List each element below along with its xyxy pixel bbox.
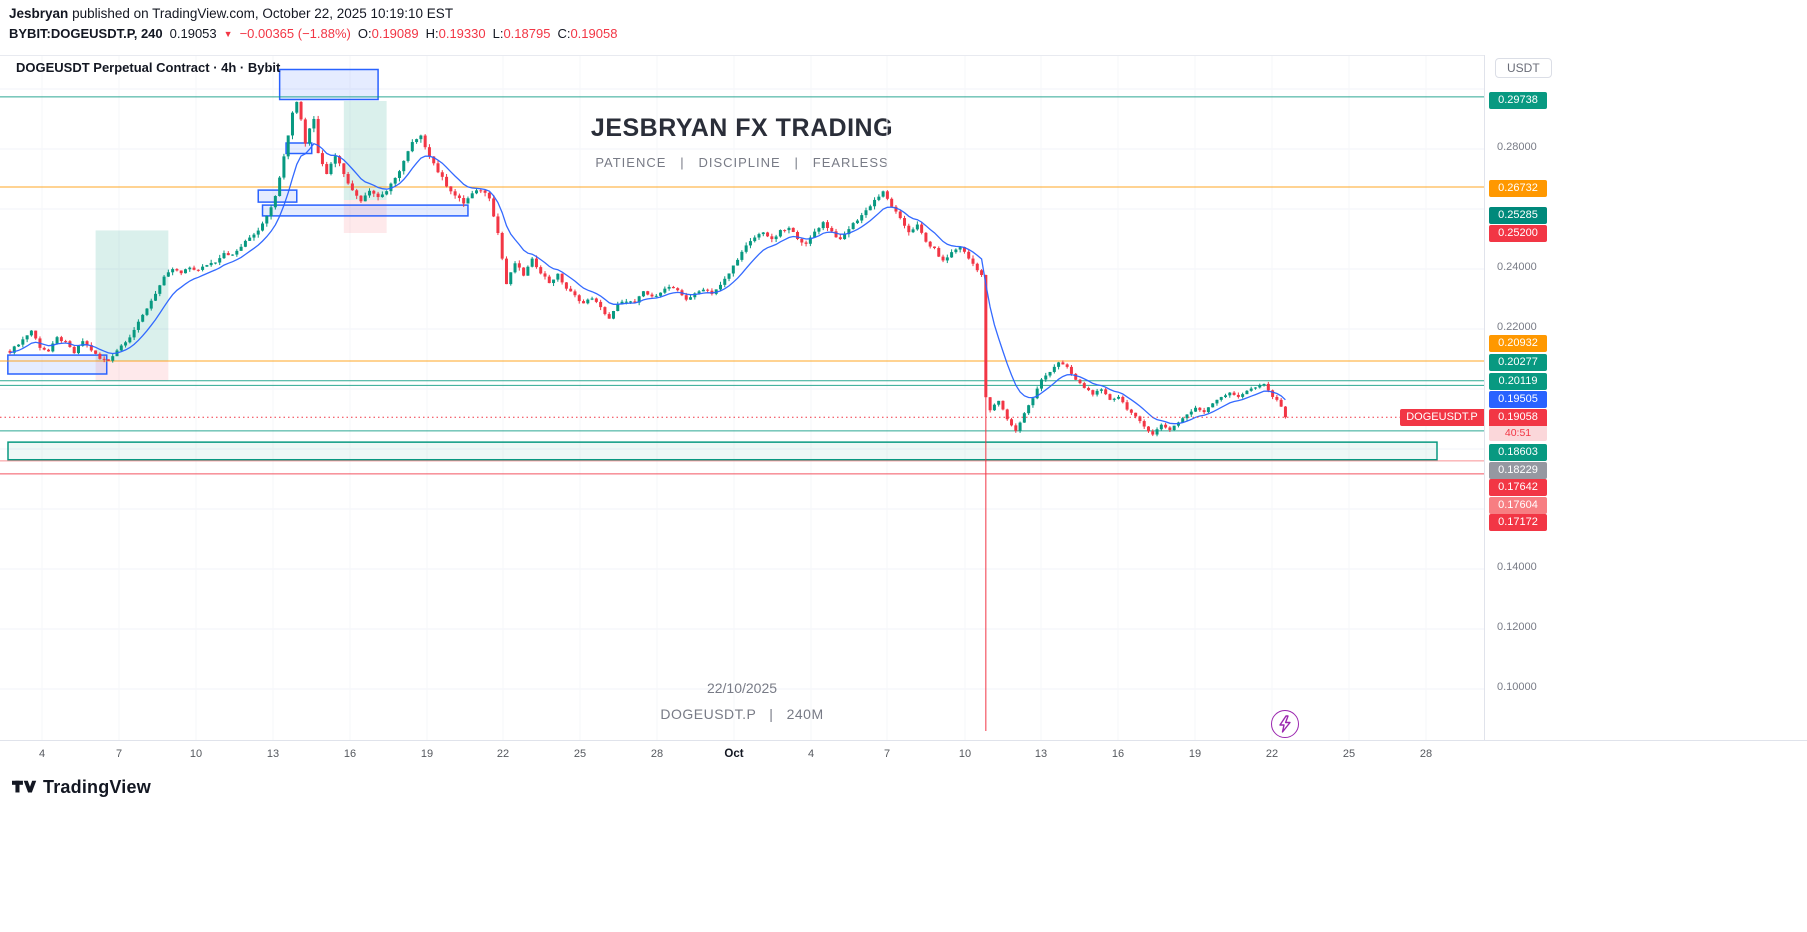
time-tick-label: 10: [189, 748, 203, 760]
time-tick-label: 28: [1419, 748, 1433, 760]
time-tick-label: Oct: [724, 748, 744, 760]
author-name[interactable]: Jesbryan: [9, 6, 69, 21]
time-tick-label: 10: [958, 748, 972, 760]
watermark-subtitle: PATIENCE | DISCIPLINE | FEARLESS: [595, 155, 889, 170]
last-price-badge: 0.19058: [1489, 409, 1547, 426]
publish-header: Jesbryan published on TradingView.com, O…: [9, 6, 453, 21]
price-level-badge: 0.20119: [1489, 373, 1547, 390]
time-tick-label: 19: [1188, 748, 1202, 760]
price-level-badge: 0.17604: [1489, 497, 1547, 514]
time-tick-label: 7: [883, 748, 891, 760]
price-level-badge: 0.17642: [1489, 479, 1547, 496]
tradingview-logo-icon: [12, 780, 37, 793]
ohlc-high: H:0.19330: [425, 26, 486, 41]
boost-lightning-icon[interactable]: [1271, 710, 1299, 738]
price-axis[interactable]: USDT 0.19058 40:51 0.28000 0.24000 0.22000…: [1484, 55, 1807, 740]
price-level-badge: 0.25200: [1489, 225, 1547, 242]
time-tick-label: 25: [1342, 748, 1356, 760]
time-tick-label: 7: [115, 748, 123, 760]
price-tick-label: 0.24000: [1497, 261, 1537, 273]
watermark-title: JESBRYAN FX TRADING: [590, 114, 894, 142]
currency-button[interactable]: USDT: [1495, 58, 1552, 78]
symbol-title: BYBIT:DOGEUSDT.P, 240: [9, 26, 163, 41]
annotation-symbol: DOGEUSDT.P | 240M: [660, 706, 824, 722]
ma-line: [9, 142, 1286, 425]
time-tick-label: 4: [807, 748, 815, 760]
time-tick-label: 16: [343, 748, 357, 760]
published-text: published on TradingView.com, October 22…: [72, 6, 454, 21]
time-tick-label: 28: [650, 748, 664, 760]
price-level-badge: 0.20277: [1489, 354, 1547, 371]
price-level-badge: 0.26732: [1489, 180, 1547, 197]
price-tick-label: 0.14000: [1497, 561, 1537, 573]
price-level-badge: 0.19505: [1489, 391, 1547, 408]
ohlc-close: C:0.19058: [557, 26, 618, 41]
time-tick-label: 4: [38, 748, 46, 760]
time-tick-label: 13: [266, 748, 280, 760]
last-price: 0.19053: [169, 26, 217, 41]
price-tick-label: 0.28000: [1497, 141, 1537, 153]
time-tick-label: 22: [496, 748, 510, 760]
price-tick-label: 0.12000: [1497, 621, 1537, 633]
chart-pane[interactable]: JESBRYAN FX TRADING PATIENCE | DISCIPLIN…: [0, 55, 1484, 741]
symbol-ohlc-row: BYBIT:DOGEUSDT.P, 240 0.19053 ▼ −0.00365…: [9, 26, 617, 41]
price-line-symbol-flag: DOGEUSDT.P: [1400, 409, 1484, 426]
tradingview-logo-text: TradingView: [43, 776, 151, 797]
price-level-badge: 0.17172: [1489, 514, 1547, 531]
price-tick-label: 0.10000: [1497, 681, 1537, 693]
chart-legend: DOGEUSDT Perpetual Contract · 4h · Bybit: [16, 60, 281, 75]
price-level-badge: 0.18603: [1489, 444, 1547, 461]
time-tick-label: 13: [1034, 748, 1048, 760]
candles-series: [8, 101, 1287, 731]
time-tick-label: 22: [1265, 748, 1279, 760]
price-level-badge: 0.29738: [1489, 92, 1547, 109]
bar-countdown: 40:51: [1489, 426, 1547, 441]
price-level-badge: 0.25285: [1489, 207, 1547, 224]
ohlc-open: O:0.19089: [357, 26, 419, 41]
price-level-badge: 0.18229: [1489, 462, 1547, 479]
time-tick-label: 25: [573, 748, 587, 760]
tradingview-logo[interactable]: TradingView: [12, 776, 151, 798]
change-text: −0.00365 (−1.88%): [239, 26, 351, 41]
annotation-date: 22/10/2025: [706, 680, 778, 696]
time-axis[interactable]: 4 7 10 13 16 19 22 25 28 Oct 4 7 10 13 16 19 22 25 28: [0, 740, 1807, 771]
price-level-badge: 0.20932: [1489, 335, 1547, 352]
down-arrow-icon: ▼: [223, 28, 233, 39]
time-tick-label: 19: [420, 748, 434, 760]
watermark: JESBRYAN FX TRADING PATIENCE | DISCIPLIN…: [0, 114, 1484, 170]
time-tick-label: 16: [1111, 748, 1125, 760]
price-chart[interactable]: [0, 56, 1484, 741]
ohlc-low: L:0.18795: [492, 26, 551, 41]
price-tick-label: 0.22000: [1497, 321, 1537, 333]
